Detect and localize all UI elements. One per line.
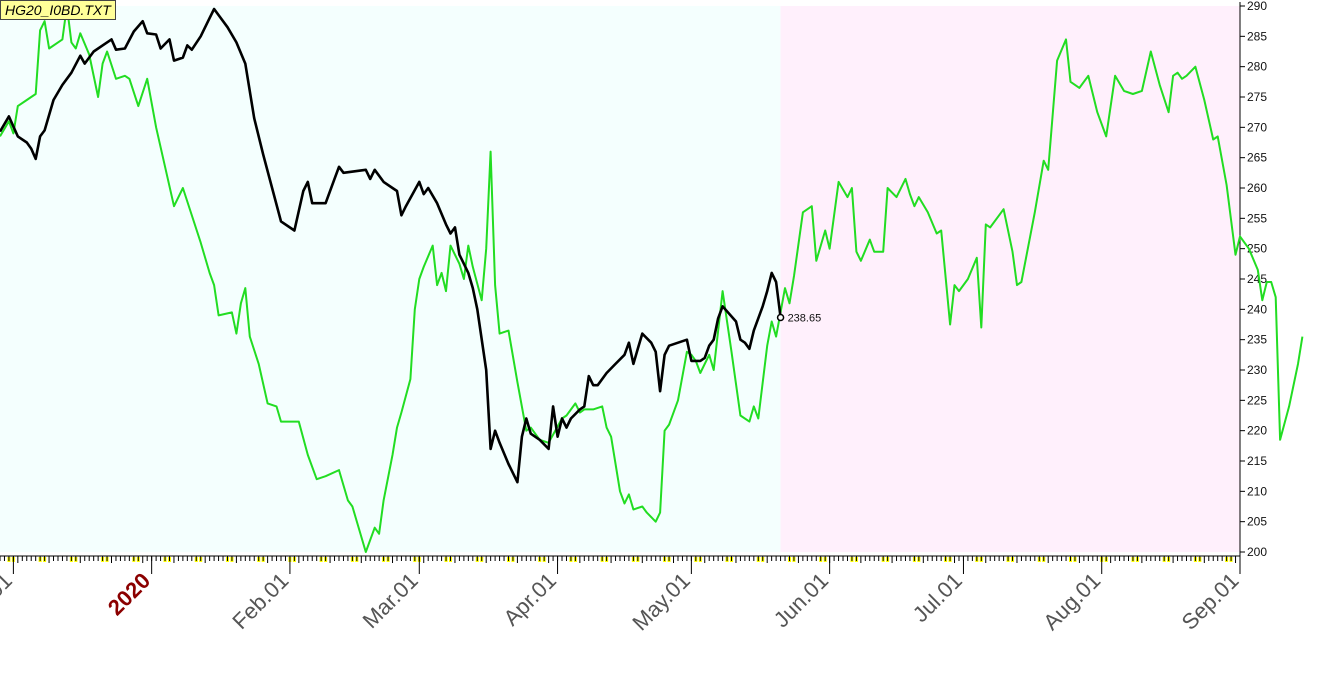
y-tick-label: 225 [1247, 393, 1267, 407]
x-axis-labels: Dec.01 2020 Feb.01 Mar.01 Apr.01 May.01 Jun.01… [0, 556, 1244, 635]
y-tick-label: 205 [1247, 515, 1267, 529]
y-tick-label: 200 [1247, 545, 1267, 559]
x-tick-label: Feb.01 [227, 568, 293, 634]
y-tick-label: 255 [1247, 211, 1267, 225]
price-series-line [0, 7, 782, 484]
x-tick-label: Mar.01 [358, 568, 423, 633]
series-group [0, 5, 1304, 553]
y-tick-label: 265 [1247, 151, 1267, 165]
x-tick-label: Aug.01 [1038, 568, 1105, 635]
last-value-marker [776, 313, 785, 322]
x-tick-label: May.01 [627, 568, 695, 636]
y-tick-label: 280 [1247, 60, 1267, 74]
x-tick-label: Dec.01 [0, 568, 17, 635]
y-tick-label: 290 [1247, 0, 1267, 13]
y-tick-label: 245 [1247, 272, 1267, 286]
y-tick-label: 240 [1247, 302, 1267, 316]
y-tick-label: 235 [1247, 333, 1267, 347]
last-value-marker-group: 238.65 [776, 313, 822, 325]
y-tick-label: 270 [1247, 120, 1267, 134]
y-axis: 200 205 210 215 220 225 230 235 240 245 250 255 260 2… [1239, 0, 1267, 559]
y-tick-label: 250 [1247, 242, 1267, 256]
x-tick-label: Jul.01 [908, 568, 967, 627]
chart-title: HG20_I0BD.TXT [0, 0, 116, 20]
y-tick-label: 215 [1247, 454, 1267, 468]
y-tick-label: 220 [1247, 424, 1267, 438]
x-axis-ticks [0, 555, 1241, 563]
y-tick-label: 285 [1247, 29, 1267, 43]
x-tick-label: Sep.01 [1177, 568, 1244, 635]
y-tick-label: 260 [1247, 181, 1267, 195]
history-background [0, 6, 781, 552]
x-tick-label: Apr.01 [498, 568, 561, 631]
forecast-series-line [0, 5, 1304, 553]
x-tick-label: Jun.01 [769, 568, 833, 632]
x-tick-label: 2020 [103, 568, 155, 620]
y-tick-label: 275 [1247, 90, 1267, 104]
y-tick-label: 210 [1247, 484, 1267, 498]
last-value-label: 238.65 [788, 313, 822, 325]
y-tick-label: 230 [1247, 363, 1267, 377]
